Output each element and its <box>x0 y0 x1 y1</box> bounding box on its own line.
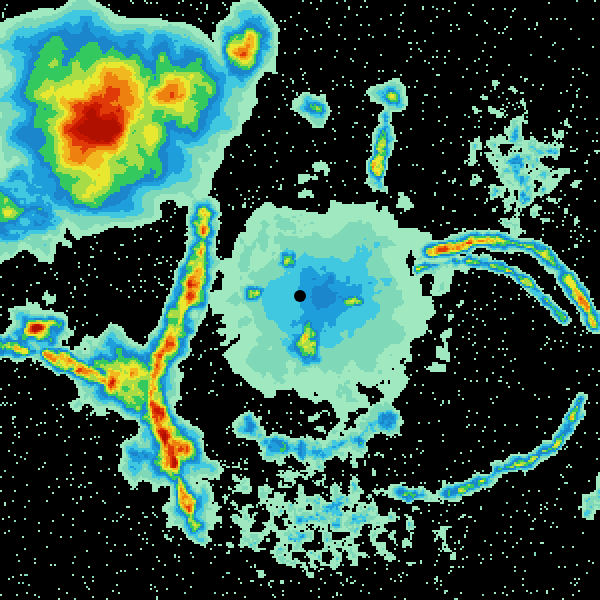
radar-image-viewport[interactable] <box>0 0 600 600</box>
radar-reflectivity-canvas[interactable] <box>0 0 600 600</box>
